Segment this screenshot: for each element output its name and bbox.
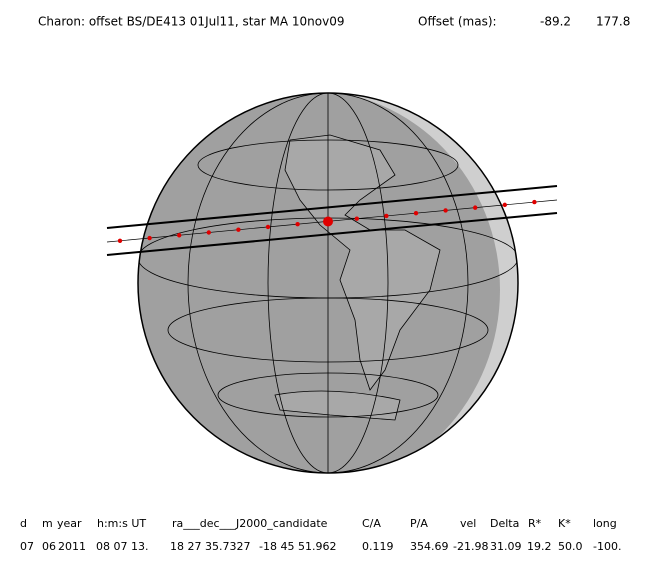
occultation-center: [323, 216, 333, 227]
column-header: long: [593, 517, 617, 530]
offset-value: 177.8: [596, 15, 630, 29]
path-point: [177, 233, 182, 238]
cell: 19.2: [527, 540, 552, 553]
path-point: [413, 210, 419, 216]
cell: 07: [20, 540, 34, 553]
header: Charon: offset BS/DE413 01Jul11, star MA…: [38, 15, 630, 29]
path-point: [147, 235, 152, 241]
path-point: [502, 202, 507, 208]
column-header: h:m:s UT: [97, 517, 146, 530]
column-header: R*: [528, 517, 542, 530]
cell: 06: [42, 540, 56, 553]
table: d m year h:m:s UT ra___dec___J2000_candidate…: [20, 517, 621, 553]
globe: [137, 92, 519, 474]
cell: -21.98: [453, 540, 488, 553]
cell: 18 27 35.7327: [170, 540, 250, 553]
offset-label: Offset (mas):: [418, 15, 497, 29]
path-point: [236, 227, 241, 232]
column-header: ra___dec___J2000_candidate: [172, 517, 328, 530]
path-point: [265, 224, 271, 230]
path-point: [354, 216, 359, 221]
column-header: C/A: [362, 517, 381, 530]
cell: 0.119: [362, 540, 394, 553]
column-header: m: [42, 517, 53, 530]
path-point: [473, 205, 478, 210]
path-point: [117, 238, 123, 243]
path-points: [117, 199, 537, 243]
cell: 2011: [58, 540, 86, 553]
column-header: d: [20, 517, 27, 530]
path-point: [295, 222, 300, 227]
column-header: year: [57, 517, 82, 530]
column-header: Delta: [490, 517, 519, 530]
cell: -18 45 51.962: [259, 540, 336, 553]
cell: 50.0: [558, 540, 583, 553]
column-header: vel: [460, 517, 476, 530]
cell: 31.09: [490, 540, 522, 553]
cell: 354.69: [410, 540, 449, 553]
cell: 08 07 13.: [96, 540, 148, 553]
offset-value: -89.2: [540, 15, 571, 29]
path-point: [384, 213, 389, 219]
column-header: P/A: [410, 517, 428, 530]
path-point: [443, 208, 448, 213]
title: Charon: offset BS/DE413 01Jul11, star MA…: [38, 15, 344, 29]
cell: -100.: [593, 540, 621, 553]
path-point: [532, 199, 537, 205]
column-header: K*: [558, 517, 571, 530]
path-point: [206, 230, 211, 235]
